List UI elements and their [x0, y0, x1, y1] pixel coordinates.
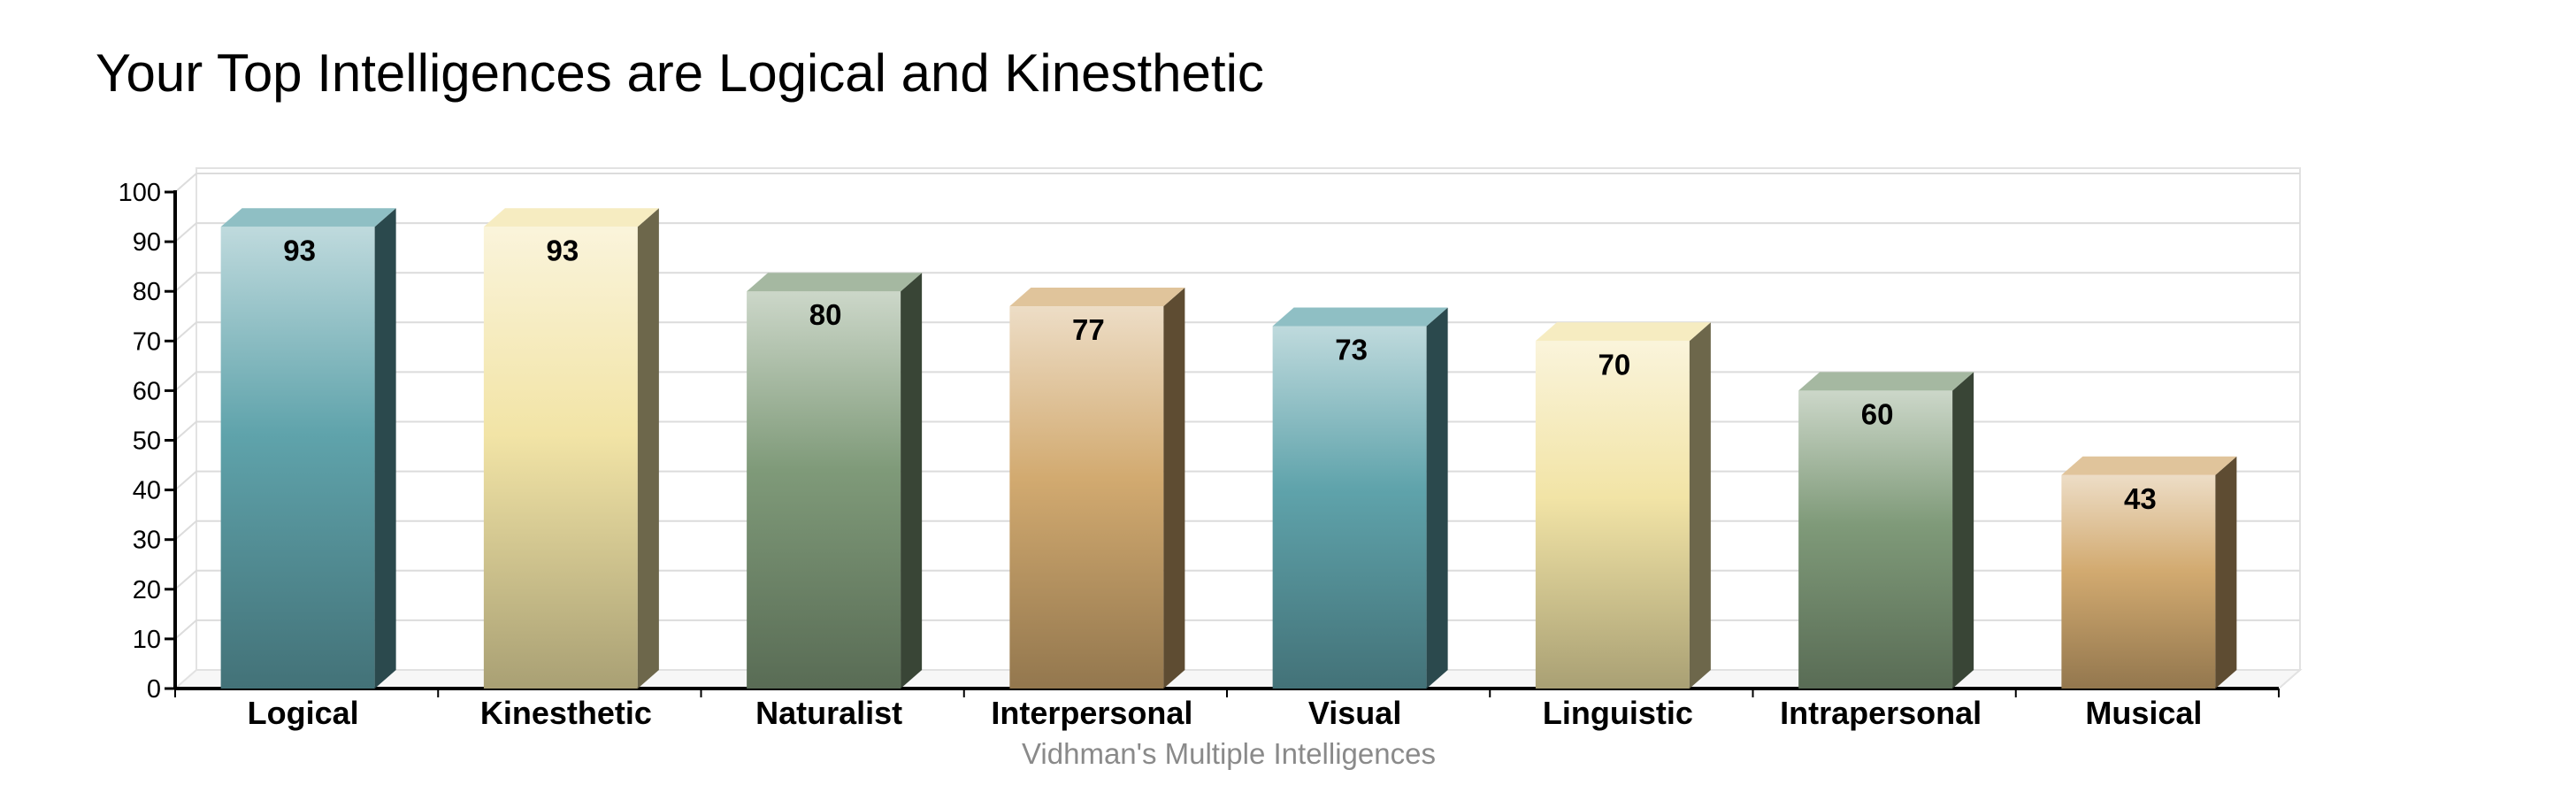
- y-tick-label: 10: [133, 626, 161, 654]
- data-label: 73: [1335, 333, 1368, 366]
- bar-top: [2061, 456, 2237, 475]
- bar-front: [2061, 474, 2216, 689]
- bar-front: [1798, 390, 1953, 689]
- bar-interpersonal: [1009, 288, 1185, 689]
- y-tick-label: 20: [133, 576, 161, 604]
- data-label: 77: [1072, 313, 1105, 346]
- bar-side: [1426, 307, 1448, 689]
- bar-side: [1163, 288, 1185, 689]
- bar-intrapersonal: [1798, 372, 1974, 689]
- category-label: Visual: [1308, 695, 1401, 731]
- bar-front: [747, 291, 901, 689]
- x-axis-title: Vidhman's Multiple Intelligences: [1022, 737, 1436, 770]
- category-label: Linguistic: [1543, 695, 1693, 731]
- bar-top: [1272, 307, 1448, 327]
- bar-front: [1009, 306, 1164, 689]
- y-tick-label: 90: [133, 228, 161, 257]
- bar-visual: [1272, 307, 1448, 689]
- category-label: Musical: [2085, 695, 2202, 731]
- x-axis-category-labels: Logical Kinesthetic Naturalist Interpersona…: [248, 695, 2203, 731]
- y-tick-label: 40: [133, 477, 161, 505]
- data-labels: 93 93 80 77 73 70 60 43: [283, 234, 2156, 515]
- y-tick-label: 80: [133, 278, 161, 306]
- gridline: [174, 222, 2300, 242]
- y-tick-label: 70: [133, 327, 161, 356]
- gridline: [174, 272, 2300, 292]
- bar-front: [1535, 341, 1690, 689]
- y-tick-label: 50: [133, 427, 161, 456]
- bar-side: [374, 208, 396, 689]
- bar-front: [1272, 326, 1427, 689]
- category-label: Interpersonal: [991, 695, 1192, 731]
- data-label: 93: [283, 234, 316, 266]
- category-label: Intrapersonal: [1780, 695, 1982, 731]
- bar-top: [1535, 322, 1711, 342]
- chart-title: Your Top Intelligences are Logical and K…: [96, 43, 1264, 103]
- bar-naturalist: [747, 273, 923, 689]
- bar-top: [1798, 372, 1974, 391]
- category-label: Logical: [248, 695, 359, 731]
- bar-side: [637, 208, 659, 689]
- y-tick-label: 30: [133, 527, 161, 555]
- y-axis-tick-labels: 0 10 20 30 40 50 60 70 80 90 100: [119, 179, 161, 704]
- data-label: 43: [2124, 482, 2157, 515]
- y-tick-label: 100: [119, 179, 161, 207]
- bar-logical: [220, 208, 396, 689]
- bar-front: [220, 227, 375, 689]
- bar-side: [2215, 456, 2237, 689]
- bar-side: [1689, 322, 1711, 689]
- bar-side: [901, 273, 923, 689]
- bar-musical: [2061, 456, 2237, 689]
- category-label: Naturalist: [755, 695, 902, 731]
- bars: [220, 208, 2237, 689]
- bar-kinesthetic: [483, 208, 659, 689]
- bar-top: [747, 273, 923, 292]
- data-label: 60: [1861, 397, 1894, 430]
- bar-top: [1009, 288, 1185, 307]
- category-label: Kinesthetic: [480, 695, 652, 731]
- data-label: 70: [1598, 348, 1631, 381]
- data-label: 93: [547, 234, 579, 266]
- bar-linguistic: [1535, 322, 1711, 689]
- bar-front: [483, 227, 638, 689]
- bar-side: [1952, 372, 1974, 689]
- bar-top: [483, 208, 659, 227]
- gridline: [174, 173, 2300, 193]
- y-tick-label: 60: [133, 377, 161, 405]
- data-label: 80: [809, 298, 842, 331]
- y-tick-label: 0: [147, 675, 161, 704]
- bar-top: [220, 208, 396, 227]
